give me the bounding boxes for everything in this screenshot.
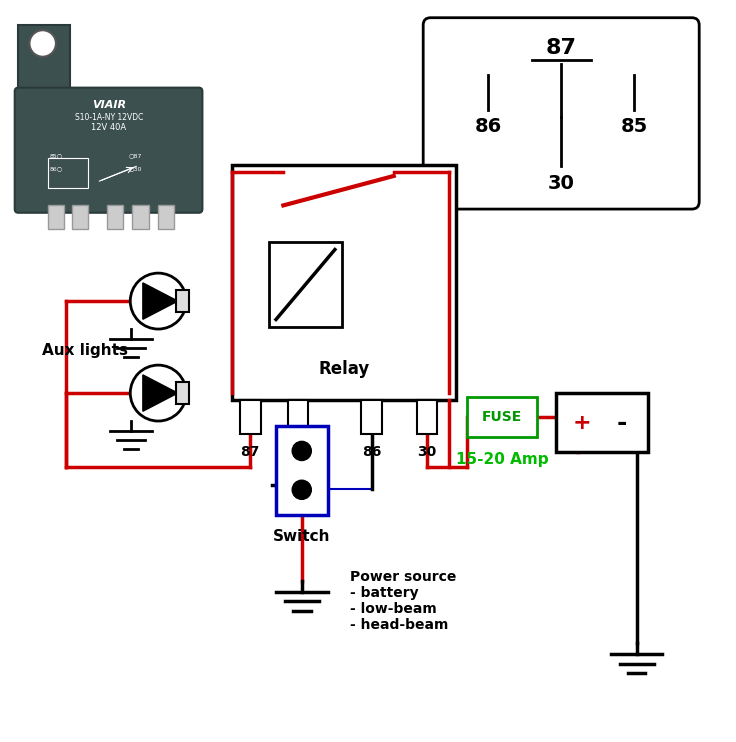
Bar	[269, 242, 342, 326]
Text: S10-1A-NY 12VDC: S10-1A-NY 12VDC	[75, 113, 143, 122]
Text: 85: 85	[289, 444, 308, 459]
Text: 85○: 85○	[50, 153, 63, 158]
Text: 12V 40A: 12V 40A	[91, 123, 127, 132]
Text: 30: 30	[548, 174, 575, 193]
Polygon shape	[18, 25, 70, 95]
Text: -: -	[617, 410, 627, 435]
Polygon shape	[143, 283, 178, 319]
Text: Power source
- battery
- low-beam
- head-beam: Power source - battery - low-beam - head…	[350, 570, 456, 632]
Bar	[177, 290, 189, 312]
Bar	[177, 382, 189, 404]
Text: FUSE: FUSE	[482, 410, 523, 424]
Text: 87: 87	[545, 39, 577, 59]
Text: +: +	[572, 413, 591, 433]
Circle shape	[130, 273, 186, 329]
Bar	[556, 393, 648, 452]
Text: 86: 86	[475, 117, 502, 137]
FancyBboxPatch shape	[423, 18, 699, 209]
Bar	[467, 397, 537, 437]
Text: 15-20 Amp: 15-20 Amp	[456, 452, 548, 467]
Text: VIAIR: VIAIR	[92, 99, 126, 110]
Bar	[232, 165, 456, 401]
Bar	[417, 401, 437, 433]
Circle shape	[29, 30, 56, 56]
Text: 30: 30	[417, 444, 436, 459]
Circle shape	[292, 441, 311, 461]
Text: ○30: ○30	[129, 166, 142, 171]
Bar	[107, 206, 123, 229]
Text: 85: 85	[620, 117, 648, 137]
Bar	[48, 206, 64, 229]
Text: 86○: 86○	[50, 166, 63, 171]
FancyBboxPatch shape	[15, 88, 202, 213]
Bar	[288, 401, 308, 433]
Text: Switch: Switch	[273, 529, 330, 544]
Bar	[72, 206, 88, 229]
Bar	[132, 206, 149, 229]
Text: 87: 87	[241, 444, 260, 459]
Bar	[158, 206, 174, 229]
Circle shape	[292, 480, 311, 499]
Polygon shape	[143, 375, 178, 411]
Bar	[276, 426, 328, 514]
Text: 86: 86	[362, 444, 381, 459]
Bar	[240, 401, 261, 433]
Text: ○87: ○87	[129, 153, 142, 158]
Bar	[361, 401, 382, 433]
Text: Relay: Relay	[319, 361, 369, 378]
Circle shape	[130, 365, 186, 421]
Bar	[48, 157, 88, 188]
Text: Aux lights: Aux lights	[42, 343, 127, 358]
